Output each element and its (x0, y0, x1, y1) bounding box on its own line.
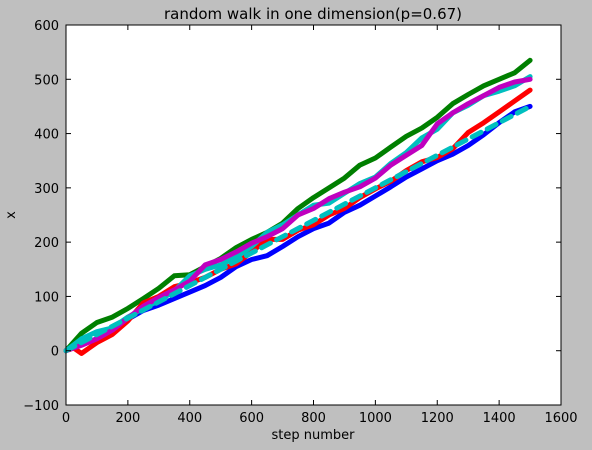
x-tick-label: 800 (301, 411, 326, 426)
x-tick-label: 1600 (544, 411, 577, 426)
x-tick-label: 1000 (359, 411, 392, 426)
y-tick-label: 0 (51, 345, 59, 360)
x-tick-label: 200 (115, 411, 140, 426)
y-tick-label: −100 (23, 399, 59, 414)
series-line-5 (63, 76, 533, 354)
x-tick-label: 0 (62, 411, 70, 426)
tick-layer: 0 200 400 600 800 1000 1200 1400 1600−1000100200… (23, 19, 577, 426)
series-layer (63, 57, 533, 356)
series-line-6 (63, 103, 533, 354)
y-tick-label: 200 (34, 236, 59, 251)
x-tick-label: 1400 (483, 411, 516, 426)
chart-title: random walk in one dimension(p=0.67) (164, 5, 462, 23)
y-axis-label: x (4, 211, 19, 219)
y-tick-label: 600 (34, 19, 59, 34)
x-tick-label: 600 (239, 411, 264, 426)
series-line-2 (63, 57, 533, 354)
x-tick-label: 400 (177, 411, 202, 426)
x-tick-label: 1200 (421, 411, 454, 426)
x-axis-label: step number (272, 428, 356, 443)
y-tick-label: 300 (34, 182, 59, 197)
y-tick-label: 100 (34, 290, 59, 305)
y-tick-label: 500 (34, 73, 59, 88)
y-tick-label: 400 (34, 128, 59, 143)
